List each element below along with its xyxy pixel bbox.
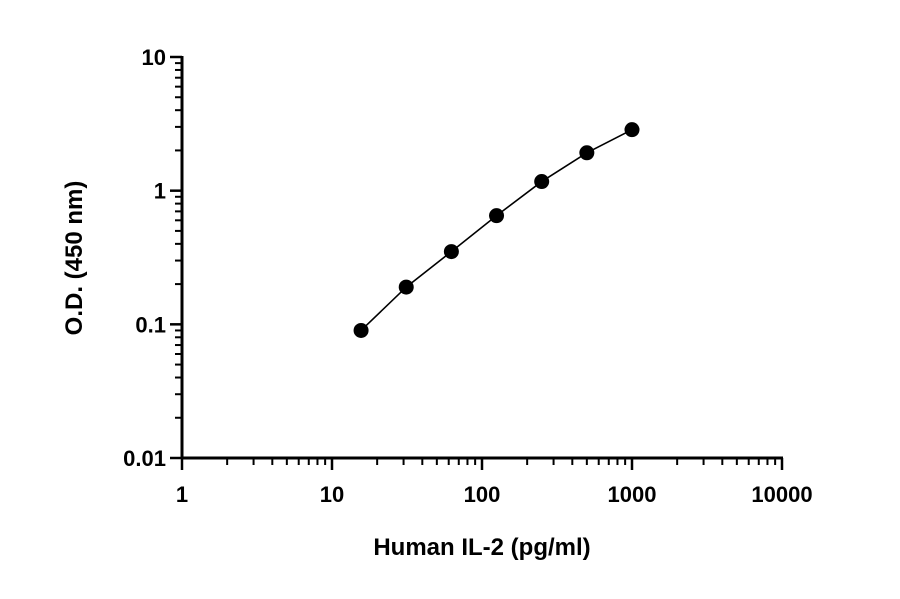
data-point [579, 145, 595, 161]
data-point [443, 244, 459, 260]
axes [170, 55, 784, 470]
y-tick-label: 0.01 [123, 446, 166, 471]
fit-curve [360, 128, 633, 332]
data-point [489, 208, 505, 224]
tick-labels: 1 10 100 1000 10000 0.01 0.1 1 10 [123, 45, 812, 507]
y-tick-label: 10 [142, 45, 166, 70]
x-tick-label: 100 [464, 482, 501, 507]
x-tick-label: 10000 [751, 482, 812, 507]
data-point [353, 322, 369, 338]
plot-area [353, 122, 640, 338]
x-axis-label: Human IL-2 (pg/ml) [373, 534, 590, 561]
data-point [624, 122, 640, 138]
data-point [398, 279, 414, 295]
y-axis-label: O.D. (450 nm) [61, 181, 88, 336]
y-tick-label: 1 [154, 179, 166, 204]
y-tick-label: 0.1 [135, 312, 166, 337]
x-tick-label: 1000 [608, 482, 657, 507]
x-tick-label: 10 [320, 482, 344, 507]
x-tick-label: 1 [176, 482, 188, 507]
data-point [534, 174, 550, 190]
